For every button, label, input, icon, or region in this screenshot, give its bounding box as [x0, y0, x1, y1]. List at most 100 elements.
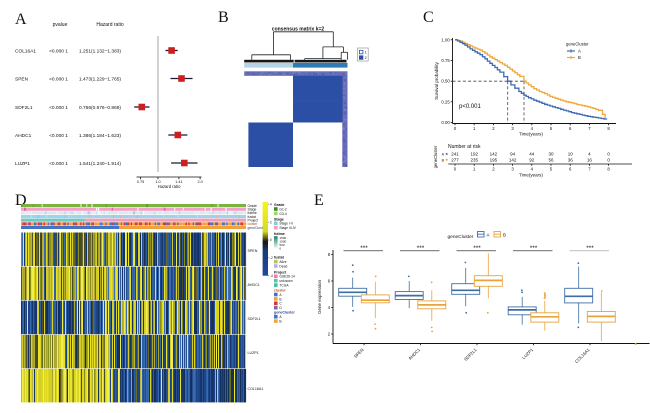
svg-text:TCGA: TCGA	[279, 284, 289, 288]
svg-text:Stage III-IV: Stage III-IV	[279, 226, 296, 230]
svg-text:G3-4: G3-4	[279, 212, 286, 216]
svg-text:A: A	[279, 315, 282, 319]
svg-text:B: B	[279, 297, 282, 301]
svg-text:0: 0	[454, 167, 457, 172]
svg-text:cluster: cluster	[274, 289, 286, 293]
svg-text:-4: -4	[270, 274, 273, 278]
svg-text:<0.000 1: <0.000 1	[49, 49, 68, 55]
svg-text:G1-2: G1-2	[279, 207, 286, 211]
svg-text:8: 8	[607, 126, 610, 131]
svg-text:94: 94	[510, 152, 516, 157]
svg-text:1.386(1.184−1.623): 1.386(1.184−1.623)	[79, 133, 121, 139]
svg-text:B: B	[442, 158, 445, 162]
svg-text:10: 10	[568, 152, 574, 157]
svg-text:LUZP1: LUZP1	[15, 161, 30, 167]
svg-text:COL16A1: COL16A1	[15, 49, 36, 55]
svg-text:195: 195	[490, 157, 498, 162]
svg-text:235: 235	[470, 157, 478, 162]
svg-text:2: 2	[328, 332, 331, 337]
svg-text:SPEN: SPEN	[15, 77, 29, 83]
svg-text:Gene expression: Gene expression	[317, 279, 322, 314]
svg-text:1.00: 1.00	[441, 37, 450, 42]
svg-text:0.25: 0.25	[441, 99, 450, 104]
svg-text:***: ***	[360, 245, 368, 252]
svg-text:<0.000 1: <0.000 1	[49, 133, 68, 139]
svg-text:192: 192	[470, 152, 478, 157]
svg-text:<0.000 1: <0.000 1	[49, 161, 68, 167]
svg-text:***: ***	[530, 245, 538, 252]
svg-text:3: 3	[511, 126, 514, 131]
svg-text:Number at risk: Number at risk	[448, 144, 481, 150]
svg-text:B: B	[279, 320, 282, 324]
svg-text:SDF2L1: SDF2L1	[248, 317, 261, 321]
svg-text:<0.000 1: <0.000 1	[49, 77, 68, 83]
svg-text:5: 5	[550, 167, 553, 172]
svg-text:0: 0	[607, 157, 610, 162]
svg-text:C: C	[279, 302, 282, 306]
svg-text:Stage: Stage	[274, 217, 284, 221]
svg-text:A: A	[578, 49, 581, 54]
svg-text:C: C	[423, 9, 434, 26]
svg-text:Time(years): Time(years)	[519, 173, 543, 178]
svg-text:30: 30	[548, 152, 554, 157]
svg-text:LUZP1: LUZP1	[248, 351, 259, 355]
svg-text:0.75: 0.75	[137, 180, 144, 184]
svg-text:0: 0	[607, 152, 610, 157]
svg-text:56: 56	[548, 157, 554, 162]
svg-text:SPEN: SPEN	[353, 347, 365, 359]
svg-text:futime: futime	[248, 211, 257, 215]
svg-text:futime: futime	[274, 232, 285, 236]
svg-text:4: 4	[531, 167, 534, 172]
svg-text:Time(years): Time(years)	[519, 132, 543, 137]
svg-text:16: 16	[587, 157, 593, 162]
svg-text:6: 6	[328, 279, 331, 284]
svg-text:consensus matrix k=2: consensus matrix k=2	[272, 27, 325, 33]
svg-text:500: 500	[279, 243, 284, 247]
svg-text:A: A	[15, 11, 27, 28]
svg-text:0.50: 0.50	[441, 79, 450, 84]
svg-text:4: 4	[328, 305, 331, 310]
svg-text:Grade: Grade	[274, 203, 284, 207]
svg-text:D: D	[15, 192, 27, 209]
svg-text:<0.000 1: <0.000 1	[49, 105, 68, 111]
svg-text:unknown: unknown	[279, 279, 292, 283]
svg-text:B: B	[578, 55, 581, 60]
svg-text:Alive: Alive	[279, 260, 286, 264]
svg-text:pvalue: pvalue	[53, 22, 68, 28]
svg-text:8: 8	[328, 252, 331, 257]
svg-text:8: 8	[607, 167, 610, 172]
svg-text:A: A	[487, 233, 490, 238]
svg-text:Stage I-II: Stage I-II	[279, 222, 292, 226]
svg-text:2: 2	[492, 126, 495, 131]
svg-text:7: 7	[588, 126, 591, 131]
svg-text:Hazard ratio: Hazard ratio	[158, 184, 181, 189]
svg-text:4: 4	[270, 202, 272, 206]
svg-text:fustat: fustat	[274, 256, 285, 260]
svg-text:1.541(1.240−1.914): 1.541(1.240−1.914)	[79, 161, 121, 167]
svg-text:1500: 1500	[279, 236, 286, 240]
svg-text:3: 3	[511, 167, 514, 172]
svg-text:COL16A1: COL16A1	[248, 387, 264, 391]
svg-text:Survival probability: Survival probability	[434, 61, 439, 100]
svg-text:277: 277	[451, 157, 459, 162]
svg-text:geneCluster: geneCluster	[274, 311, 295, 315]
svg-text:fustat: fustat	[248, 215, 256, 219]
svg-text:Project: Project	[274, 270, 287, 274]
svg-text:GSE26-14: GSE26-14	[279, 275, 295, 279]
svg-text:1.251(1.132−1.383): 1.251(1.132−1.383)	[79, 49, 121, 55]
svg-text:cluster: cluster	[248, 222, 259, 226]
svg-text:Grade: Grade	[248, 204, 258, 208]
svg-text:241: 241	[451, 152, 459, 157]
svg-text:SPEN: SPEN	[248, 249, 258, 253]
svg-text:***: ***	[473, 245, 481, 252]
svg-text:B: B	[503, 233, 506, 238]
svg-text:0: 0	[454, 126, 457, 131]
svg-text:0: 0	[279, 247, 281, 251]
svg-text:SDF2L1: SDF2L1	[15, 105, 33, 111]
svg-text:D: D	[279, 306, 282, 310]
svg-text:36: 36	[568, 157, 574, 162]
svg-text:142: 142	[490, 152, 498, 157]
svg-text:142: 142	[509, 157, 517, 162]
svg-text:1000: 1000	[279, 240, 286, 244]
svg-text:geneCluster: geneCluster	[433, 145, 438, 168]
